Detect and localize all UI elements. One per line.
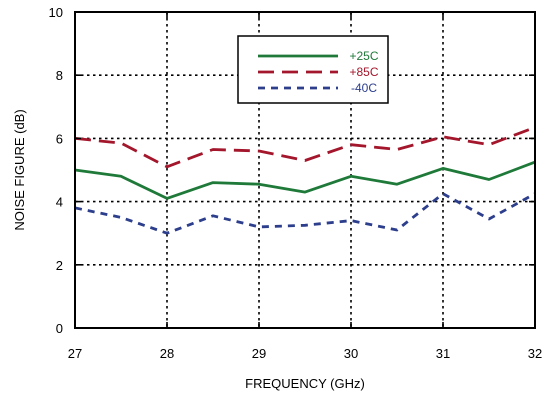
x-tick-label: 32 [528,346,542,361]
x-tick-label: 30 [344,346,358,361]
series-lines [74,125,536,235]
y-axis-title: NOISE FIGURE (dB) [12,109,27,230]
y-tick-label: 0 [56,321,63,336]
x-tick-label: 29 [252,346,266,361]
tick-marks [74,11,536,329]
x-tick-label: 28 [160,346,174,361]
y-tick-label: 8 [56,68,63,83]
y-tick-label: 10 [49,5,63,20]
x-axis-title: FREQUENCY (GHz) [245,376,365,391]
legend-label: -40C [351,81,377,95]
y-tick-label: 4 [56,195,63,210]
y-tick-label: 6 [56,131,63,146]
legend-label: +25C [349,49,378,63]
legend-box [237,35,389,104]
series-line [74,125,536,169]
legend: +25C +85C -40C [237,35,389,104]
x-tick-label: 27 [68,346,82,361]
plot-frame [74,11,536,329]
series-line [74,192,536,235]
legend-label: +85C [349,65,378,79]
y-tick-label: 2 [56,258,63,273]
series-line [74,160,536,200]
x-tick-label: 31 [436,346,450,361]
